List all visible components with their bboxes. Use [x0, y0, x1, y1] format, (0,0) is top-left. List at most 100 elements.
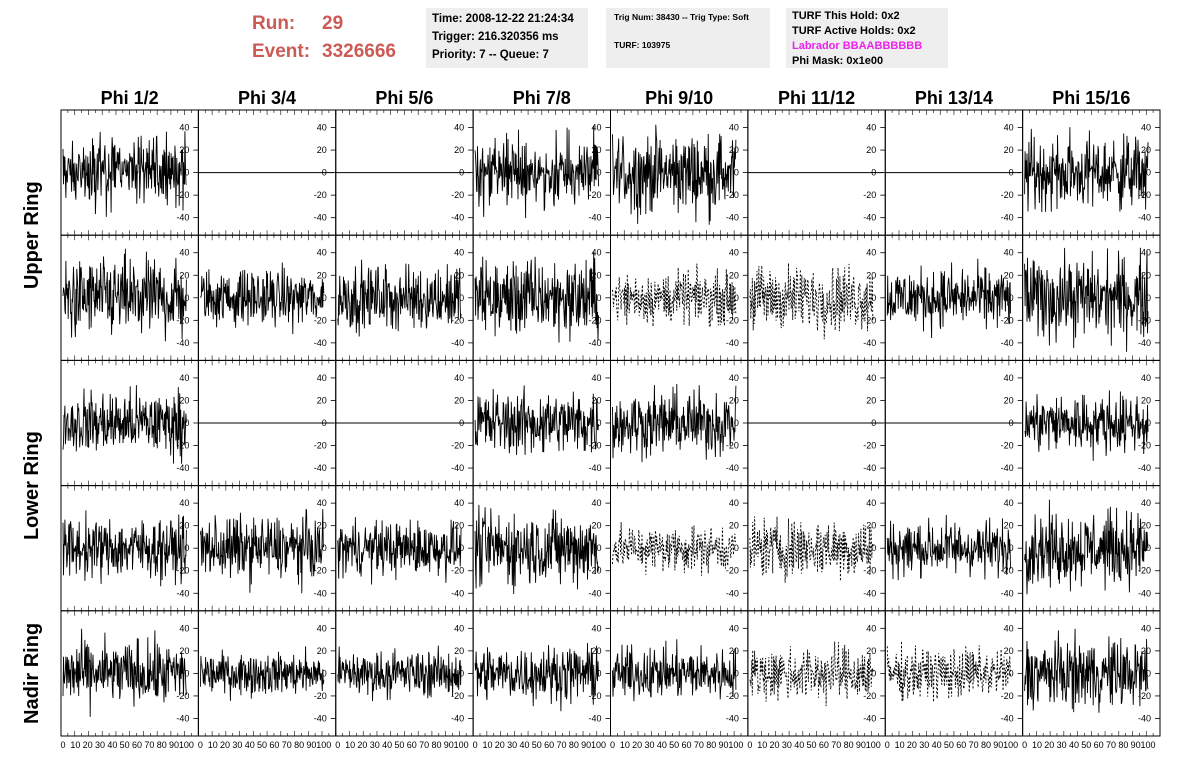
x-tick-label: 90 — [306, 740, 316, 750]
y-tick-label: -20 — [176, 691, 189, 701]
column-label: Phi 3/4 — [238, 88, 296, 108]
x-tick-label: 40 — [1069, 740, 1079, 750]
x-tick-label: 80 — [431, 740, 441, 750]
row-label: Lower Ring — [21, 431, 43, 540]
x-tick-label: 10 — [620, 740, 630, 750]
y-tick-label: -40 — [176, 213, 189, 223]
y-tick-label: -40 — [588, 713, 601, 723]
trig-num-text: Trig Num: 38430 -- Trig Type: Soft — [614, 12, 749, 22]
y-tick-label: -40 — [726, 463, 739, 473]
y-tick-label: 40 — [179, 373, 189, 383]
labrador-text: Labrador BBAABBBBBB — [792, 40, 923, 52]
y-tick-label: 0 — [184, 668, 189, 678]
y-tick-label: 0 — [322, 543, 327, 553]
waveform-series — [1024, 628, 1149, 713]
y-tick-label: -20 — [726, 691, 739, 701]
x-tick-label: 60 — [269, 740, 279, 750]
x-tick-label: 90 — [444, 740, 454, 750]
y-tick-label: 40 — [729, 123, 739, 133]
waveform-series — [62, 385, 187, 464]
waveform-series — [886, 641, 1012, 703]
y-tick-label: -20 — [176, 315, 189, 325]
y-tick-label: 20 — [179, 646, 189, 656]
waveform-series — [612, 124, 737, 225]
y-tick-label: 0 — [1146, 668, 1151, 678]
y-tick-label: -40 — [863, 713, 876, 723]
y-tick-label: -40 — [1001, 338, 1014, 348]
waveform-series — [199, 646, 325, 701]
x-tick-label: 60 — [1094, 740, 1104, 750]
y-tick-label: -20 — [1001, 441, 1014, 451]
y-tick-label: 20 — [729, 145, 739, 155]
trig-info-box: Trig Num: 38430 -- Trig Type: Soft TURF:… — [606, 8, 770, 68]
column-label: Phi 9/10 — [645, 88, 713, 108]
y-tick-label: -40 — [1138, 463, 1151, 473]
x-tick-label: 70 — [144, 740, 154, 750]
y-tick-label: -20 — [863, 315, 876, 325]
x-tick-label: 30 — [232, 740, 242, 750]
y-tick-label: 0 — [184, 293, 189, 303]
x-tick-label: 0 — [747, 740, 752, 750]
y-tick-label: 40 — [179, 123, 189, 133]
x-tick-label: 50 — [807, 740, 817, 750]
y-tick-label: 0 — [734, 168, 739, 178]
y-tick-label: -20 — [451, 691, 464, 701]
y-tick-label: 20 — [1004, 646, 1014, 656]
y-tick-label: 0 — [459, 543, 464, 553]
y-tick-label: -40 — [451, 338, 464, 348]
column-label: Phi 11/12 — [778, 88, 855, 108]
time-text: Time: 2008-12-22 21:24:34 — [432, 13, 574, 25]
y-tick-label: -20 — [1001, 691, 1014, 701]
x-tick-label: 90 — [993, 740, 1003, 750]
x-tick-label: 60 — [132, 740, 142, 750]
y-tick-label: 20 — [1004, 270, 1014, 280]
y-tick-label: -40 — [314, 338, 327, 348]
y-tick-label: 40 — [454, 623, 464, 633]
x-tick-label: 60 — [407, 740, 417, 750]
waveform-series — [1024, 247, 1149, 352]
x-tick-label: 30 — [645, 740, 655, 750]
y-tick-label: -40 — [863, 463, 876, 473]
waveform-series — [749, 263, 874, 340]
y-tick-label: -20 — [726, 190, 739, 200]
y-tick-label: 40 — [1141, 498, 1151, 508]
x-tick-label: 100 — [454, 740, 469, 750]
y-tick-label: -20 — [1001, 315, 1014, 325]
y-tick-label: 40 — [317, 373, 327, 383]
x-tick-label: 30 — [95, 740, 105, 750]
y-tick-label: -20 — [726, 566, 739, 576]
row-label: Nadir Ring — [21, 623, 43, 724]
y-tick-label: 40 — [317, 498, 327, 508]
column-label: Phi 1/2 — [101, 88, 159, 108]
y-tick-label: -20 — [314, 566, 327, 576]
y-tick-label: 20 — [866, 270, 876, 280]
x-tick-label: 0 — [198, 740, 203, 750]
phi-mask-text: Phi Mask: 0x1e00 — [792, 55, 884, 67]
y-tick-label: 20 — [454, 395, 464, 405]
y-tick-label: 20 — [1141, 395, 1151, 405]
y-tick-label: 40 — [317, 623, 327, 633]
turf-text: TURF: 103975 — [614, 40, 671, 50]
y-tick-label: 20 — [866, 521, 876, 531]
y-tick-label: 40 — [1004, 248, 1014, 258]
x-tick-label: 10 — [208, 740, 218, 750]
x-tick-label: 90 — [581, 740, 591, 750]
y-tick-label: 0 — [734, 543, 739, 553]
x-tick-label: 40 — [519, 740, 529, 750]
y-tick-label: 40 — [1141, 623, 1151, 633]
y-tick-label: 40 — [591, 373, 601, 383]
x-tick-label: 0 — [473, 740, 478, 750]
y-tick-label: 40 — [729, 623, 739, 633]
y-tick-label: 0 — [734, 418, 739, 428]
y-tick-label: -40 — [863, 213, 876, 223]
x-tick-label: 30 — [1057, 740, 1067, 750]
y-tick-label: 0 — [734, 293, 739, 303]
run-label: Run: — [252, 13, 296, 34]
y-tick-label: -40 — [451, 463, 464, 473]
y-tick-label: -20 — [314, 441, 327, 451]
x-tick-label: 10 — [757, 740, 767, 750]
x-tick-label: 70 — [969, 740, 979, 750]
waveform-series — [337, 645, 462, 702]
y-tick-label: 0 — [596, 293, 601, 303]
